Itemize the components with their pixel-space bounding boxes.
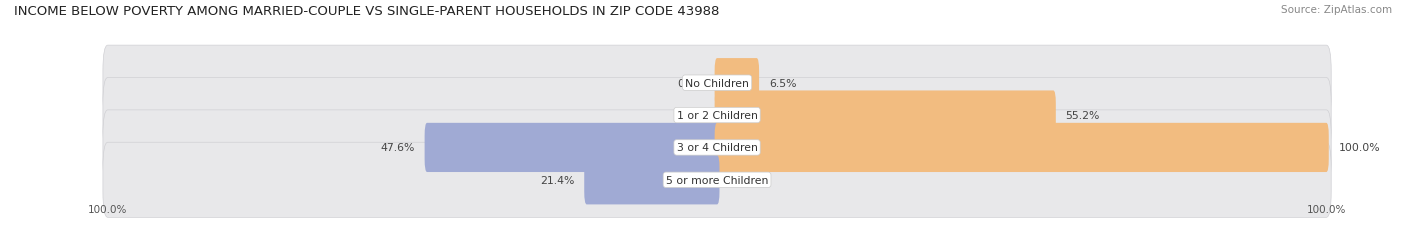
- FancyBboxPatch shape: [103, 110, 1331, 185]
- Text: 1 or 2 Children: 1 or 2 Children: [676, 111, 758, 121]
- FancyBboxPatch shape: [714, 91, 1056, 140]
- FancyBboxPatch shape: [103, 143, 1331, 217]
- Text: 21.4%: 21.4%: [540, 175, 575, 185]
- FancyBboxPatch shape: [585, 155, 720, 204]
- Text: 47.6%: 47.6%: [381, 143, 415, 153]
- Text: 55.2%: 55.2%: [1066, 111, 1099, 121]
- Text: 3 or 4 Children: 3 or 4 Children: [676, 143, 758, 153]
- Text: 6.5%: 6.5%: [769, 78, 796, 88]
- Text: 0.0%: 0.0%: [678, 78, 704, 88]
- Text: Source: ZipAtlas.com: Source: ZipAtlas.com: [1281, 5, 1392, 15]
- FancyBboxPatch shape: [714, 123, 1329, 172]
- Text: 0.0%: 0.0%: [678, 111, 704, 121]
- FancyBboxPatch shape: [714, 59, 759, 108]
- Text: 5 or more Children: 5 or more Children: [666, 175, 768, 185]
- Text: 100.0%: 100.0%: [1339, 143, 1381, 153]
- Text: 0.0%: 0.0%: [730, 175, 756, 185]
- Text: No Children: No Children: [685, 78, 749, 88]
- Text: INCOME BELOW POVERTY AMONG MARRIED-COUPLE VS SINGLE-PARENT HOUSEHOLDS IN ZIP COD: INCOME BELOW POVERTY AMONG MARRIED-COUPL…: [14, 5, 720, 18]
- FancyBboxPatch shape: [103, 78, 1331, 153]
- FancyBboxPatch shape: [103, 46, 1331, 121]
- FancyBboxPatch shape: [425, 123, 720, 172]
